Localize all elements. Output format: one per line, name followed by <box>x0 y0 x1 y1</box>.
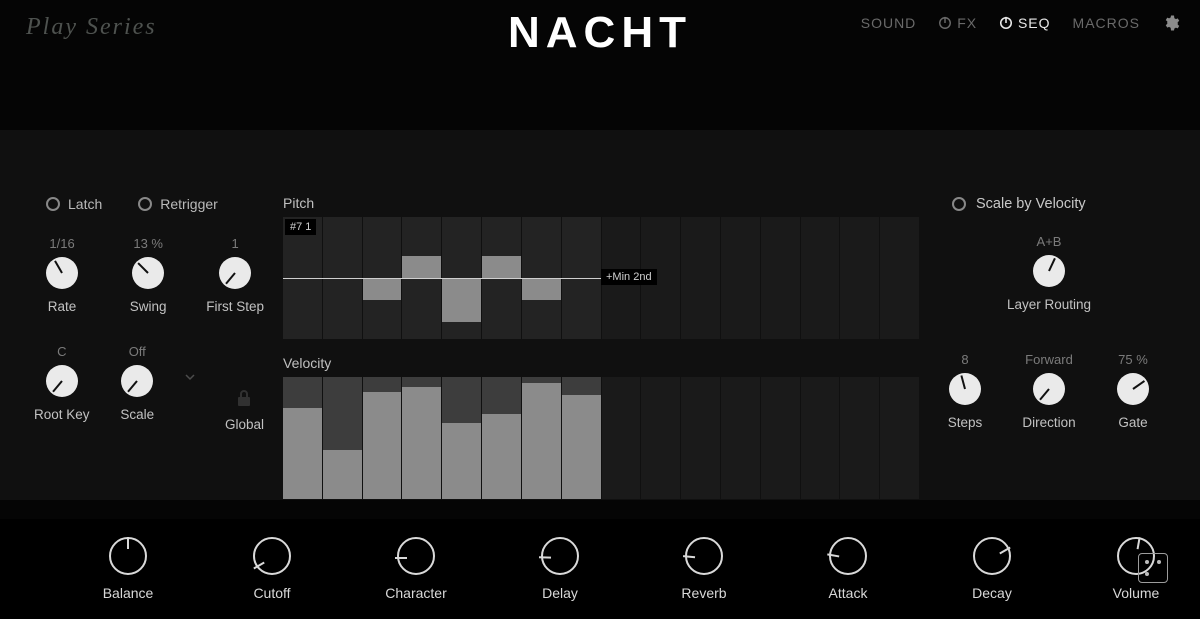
macro-label: Reverb <box>681 585 726 601</box>
nav-macros[interactable]: MACROS <box>1073 15 1140 31</box>
velocity-lane[interactable] <box>283 377 919 499</box>
seq-step[interactable] <box>521 377 561 499</box>
macro-label: Volume <box>1113 585 1160 601</box>
randomize-button[interactable] <box>1138 553 1168 583</box>
knob-label: Layer Routing <box>1007 297 1091 312</box>
character-macro-knob[interactable] <box>397 537 435 575</box>
logo: NACHT <box>508 8 692 58</box>
power-icon <box>938 16 952 30</box>
knob-label: Root Key <box>34 407 90 422</box>
nav-sound[interactable]: SOUND <box>861 15 917 31</box>
nav-right: SOUND FX SEQ MACROS <box>861 14 1180 32</box>
delay-macro-knob[interactable] <box>541 537 579 575</box>
lock-icon[interactable] <box>236 389 252 407</box>
seq-step[interactable] <box>800 217 840 339</box>
seq-step[interactable] <box>839 217 879 339</box>
right-controls: Scale by Velocity A+B Layer Routing 8 Step… <box>934 196 1164 430</box>
macro-label: Character <box>385 585 446 601</box>
knob-value: C <box>57 344 66 359</box>
nav-seq[interactable]: SEQ <box>999 15 1050 31</box>
pitch-lane[interactable]: #7 1 +Min 2nd <box>283 217 919 339</box>
knob-value: 75 % <box>1118 352 1148 367</box>
seq-step[interactable] <box>640 377 680 499</box>
macro-label: Delay <box>542 585 578 601</box>
first step-knob[interactable] <box>219 257 251 289</box>
retrigger-label: Retrigger <box>160 196 218 212</box>
attack-macro-knob[interactable] <box>829 537 867 575</box>
swing-knob[interactable] <box>132 257 164 289</box>
pitch-title: Pitch <box>283 195 919 211</box>
seq-step[interactable] <box>760 217 800 339</box>
seq-step[interactable] <box>680 377 720 499</box>
velocity-title: Velocity <box>283 355 919 371</box>
gear-icon[interactable] <box>1162 14 1180 32</box>
decay-macro-knob[interactable] <box>973 537 1011 575</box>
seq-step[interactable] <box>680 217 720 339</box>
knob-value: 13 % <box>133 236 163 251</box>
seq-step[interactable] <box>879 217 919 339</box>
root key-knob[interactable] <box>46 365 78 397</box>
seq-step[interactable] <box>362 377 402 499</box>
seq-step[interactable] <box>441 377 481 499</box>
seq-step[interactable] <box>601 377 641 499</box>
knob-value: A+B <box>1037 234 1062 249</box>
direction-knob[interactable] <box>1033 373 1065 405</box>
latch-radio[interactable]: Latch <box>46 196 102 212</box>
knob-value: 8 <box>961 352 968 367</box>
knob-label: First Step <box>206 299 264 314</box>
knob-label: Steps <box>948 415 983 430</box>
knob-label: Direction <box>1022 415 1075 430</box>
radio-icon <box>46 197 60 211</box>
power-icon <box>999 16 1013 30</box>
cutoff-macro-knob[interactable] <box>253 537 291 575</box>
knob-value: Off <box>129 344 146 359</box>
macro-bar: Balance Cutoff Character Delay Reverb Attack D… <box>0 519 1200 619</box>
seq-step[interactable] <box>481 377 521 499</box>
seq-step[interactable] <box>401 377 441 499</box>
scale-by-velocity-radio[interactable]: Scale by Velocity <box>952 196 1164 212</box>
seq-step[interactable] <box>322 377 362 499</box>
reverb-macro-knob[interactable] <box>685 537 723 575</box>
latch-label: Latch <box>68 196 102 212</box>
pitch-interval-tooltip: +Min 2nd <box>601 269 657 285</box>
brand-left: Play Series <box>26 14 157 66</box>
macro-label: Balance <box>103 585 154 601</box>
nav-fx[interactable]: FX <box>938 15 977 31</box>
knob-label: Rate <box>48 299 77 314</box>
radio-icon <box>138 197 152 211</box>
knob-label: Swing <box>130 299 167 314</box>
seq-step[interactable] <box>800 377 840 499</box>
seq-step[interactable] <box>720 377 760 499</box>
layer routing-knob[interactable] <box>1033 255 1065 287</box>
sequencer: Pitch #7 1 +Min 2nd Velocity <box>283 195 919 499</box>
global-label: Global <box>225 417 264 432</box>
macro-label: Cutoff <box>253 585 290 601</box>
retrigger-radio[interactable]: Retrigger <box>138 196 218 212</box>
knob-value: Forward <box>1025 352 1073 367</box>
seq-step[interactable] <box>720 217 760 339</box>
radio-icon <box>952 197 966 211</box>
steps-knob[interactable] <box>949 373 981 405</box>
balance-macro-knob[interactable] <box>109 537 147 575</box>
seq-step[interactable] <box>879 377 919 499</box>
scale-knob[interactable] <box>121 365 153 397</box>
knob-label: Gate <box>1118 415 1147 430</box>
seq-step[interactable] <box>283 377 322 499</box>
chevron-down-icon[interactable] <box>185 372 195 382</box>
scale-by-velocity-label: Scale by Velocity <box>976 196 1086 212</box>
seq-step[interactable] <box>561 377 601 499</box>
seq-step[interactable] <box>760 377 800 499</box>
pitch-step-badge: #7 1 <box>285 219 316 235</box>
macro-label: Decay <box>972 585 1012 601</box>
top-bar: Play Series NACHT SOUND FX SEQ MACROS <box>0 0 1200 80</box>
knob-value: 1/16 <box>49 236 74 251</box>
rate-knob[interactable] <box>46 257 78 289</box>
knob-label: Scale <box>120 407 154 422</box>
left-controls: Latch Retrigger 1/16 Rate 13 % Swing 1 First … <box>34 196 264 462</box>
macro-label: Attack <box>829 585 868 601</box>
gate-knob[interactable] <box>1117 373 1149 405</box>
knob-value: 1 <box>231 236 238 251</box>
seq-step[interactable] <box>839 377 879 499</box>
